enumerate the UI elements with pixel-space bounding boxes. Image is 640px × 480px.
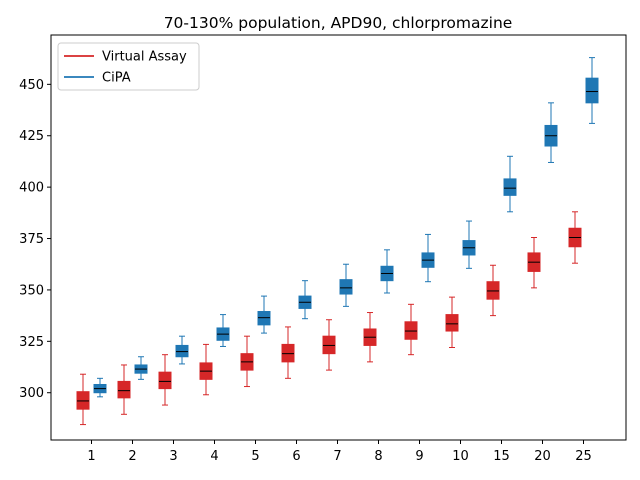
box-virtual-assay-1 <box>76 373 90 426</box>
x-tick-label: 3 <box>169 449 177 464</box>
legend-label: Virtual Assay <box>102 50 187 65</box>
box-body <box>322 335 336 355</box>
box-cipa-5 <box>257 295 271 334</box>
y-tick-label: 300 <box>19 386 44 401</box>
box-cipa-9 <box>421 233 435 283</box>
y-axis: 300 325 350 375 400 425 450 <box>19 78 51 401</box>
box-virtual-assay-4 <box>199 343 213 396</box>
box-body <box>158 371 172 390</box>
x-tick-label: 25 <box>575 449 592 464</box>
box-cipa-1 <box>93 377 107 398</box>
x-tick-label: 7 <box>333 449 341 464</box>
x-tick-label: 15 <box>493 449 510 464</box>
x-axis: 1 2 3 4 5 6 7 8 9 10 15 20 25 <box>87 440 592 464</box>
box-cipa-8 <box>380 249 394 294</box>
y-tick-label: 375 <box>19 232 44 247</box>
y-tick-label: 350 <box>19 283 44 298</box>
box-virtual-assay-10 <box>445 296 459 348</box>
box-virtual-assay-15 <box>486 264 500 317</box>
box-body <box>585 77 599 104</box>
box-virtual-assay-9 <box>404 303 418 356</box>
box-cipa-7 <box>339 263 353 307</box>
plot-area <box>76 57 599 426</box>
box-body <box>76 391 90 410</box>
box-body <box>117 380 131 399</box>
legend-box <box>57 42 200 91</box>
x-tick-label: 20 <box>534 449 551 464</box>
box-body <box>486 281 500 300</box>
box-body <box>445 314 459 332</box>
box-cipa-10 <box>462 220 476 269</box>
x-tick-label: 8 <box>374 449 382 464</box>
legend-label: CiPA <box>102 71 131 86</box>
axes-frame <box>50 34 627 441</box>
box-body <box>339 279 353 295</box>
legend: Virtual Assay CiPA <box>57 42 200 91</box>
x-tick-label: 4 <box>210 449 218 464</box>
y-tick-label: 325 <box>19 335 44 350</box>
box-body <box>175 344 189 358</box>
box-cipa-2 <box>134 356 148 380</box>
box-body <box>257 311 271 326</box>
box-virtual-assay-8 <box>363 312 377 363</box>
box-virtual-assay-6 <box>281 326 295 379</box>
x-tick-label: 10 <box>452 449 469 464</box>
chart-title: 70-130% population, APD90, chlorpromazin… <box>164 14 513 32</box>
box-cipa-6 <box>298 280 312 320</box>
y-tick-label: 450 <box>19 78 44 93</box>
box-virtual-assay-2 <box>117 364 131 415</box>
box-virtual-assay-3 <box>158 354 172 406</box>
box-body <box>503 178 517 196</box>
box-virtual-assay-25 <box>568 211 582 264</box>
box-cipa-4 <box>216 314 230 347</box>
box-body <box>404 321 418 340</box>
x-tick-label: 2 <box>128 449 136 464</box>
x-tick-label: 6 <box>292 449 300 464</box>
box-virtual-assay-20 <box>527 237 541 289</box>
x-tick-label: 5 <box>251 449 259 464</box>
y-tick-label: 400 <box>19 181 44 196</box>
box-virtual-assay-5 <box>240 335 254 388</box>
box-cipa-25 <box>585 57 599 124</box>
box-body <box>281 343 295 363</box>
box-cipa-20 <box>544 102 558 163</box>
box-cipa-15 <box>503 155 517 213</box>
x-tick-label: 9 <box>415 449 423 464</box>
box-cipa-3 <box>175 335 189 365</box>
box-virtual-assay-7 <box>322 319 336 371</box>
y-tick-label: 425 <box>19 129 44 144</box>
x-tick-label: 1 <box>87 449 95 464</box>
